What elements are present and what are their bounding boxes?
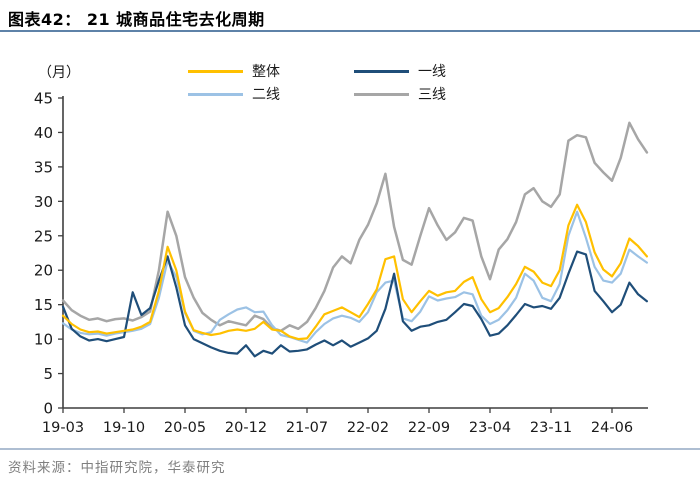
x-tick-label: 22-09: [408, 420, 450, 436]
title-divider: [0, 30, 700, 32]
y-tick-label: 30: [34, 193, 53, 211]
legend-item-tier3: 三线: [354, 85, 446, 103]
legend-line-swatch-overall: [188, 69, 243, 73]
legend-line-swatch-tier2: [188, 92, 243, 96]
legend-label-overall: 整体: [252, 64, 280, 80]
legend-item-overall: 整体: [188, 62, 354, 80]
y-tick-label: 45: [34, 90, 53, 108]
figure-title: 图表42： 21 城商品住宅去化周期: [8, 10, 265, 29]
x-tick-label: 20-12: [225, 420, 267, 436]
line-chart: 0 5 10 15 20 25 30 35 40 45 19-03 19-10 20-05 20-12 21…: [0, 55, 700, 440]
chart-svg: 0 5 10 15 20 25 30 35 40 45 19-03 19-10 20-05 20-12 21…: [34, 90, 649, 436]
y-tick-label: 25: [34, 227, 53, 245]
source-note: 资料来源：中指研究院，华泰研究: [8, 460, 226, 476]
legend-line-swatch-tier1: [354, 69, 409, 73]
y-tick-label: 15: [34, 296, 53, 314]
x-tick-label: 20-05: [164, 420, 206, 436]
y-tick-label: 40: [34, 124, 53, 142]
chart-legend: 整体 一线 二线 三线: [188, 62, 446, 103]
series-line-1: [61, 250, 649, 358]
y-tick-label: 10: [34, 331, 53, 349]
source-divider: [0, 448, 700, 450]
x-tick-label: 19-03: [42, 420, 84, 436]
y-tick-label: 35: [34, 158, 53, 176]
x-tick-label: 21-07: [286, 420, 328, 436]
legend-label-tier3: 三线: [418, 87, 446, 103]
legend-item-tier1: 一线: [354, 62, 446, 80]
legend-line-swatch-tier3: [354, 92, 409, 96]
x-tick-label: 23-04: [469, 420, 511, 436]
y-tick-label: 20: [34, 262, 53, 280]
series-line-3: [61, 121, 649, 333]
y-tick-label: 5: [43, 365, 53, 383]
legend-item-tier2: 二线: [188, 85, 354, 103]
y-axis-unit-label: （月）: [38, 65, 80, 81]
y-tick-label: 0: [43, 400, 53, 418]
x-tick-label: 19-10: [103, 420, 145, 436]
legend-label-tier2: 二线: [252, 87, 280, 103]
legend-label-tier1: 一线: [418, 64, 446, 80]
x-tick-label: 24-06: [591, 420, 633, 436]
x-tick-label: 22-02: [347, 420, 389, 436]
series-line-0: [61, 203, 649, 341]
x-tick-label: 23-11: [530, 420, 572, 436]
series-line-2: [61, 210, 649, 344]
